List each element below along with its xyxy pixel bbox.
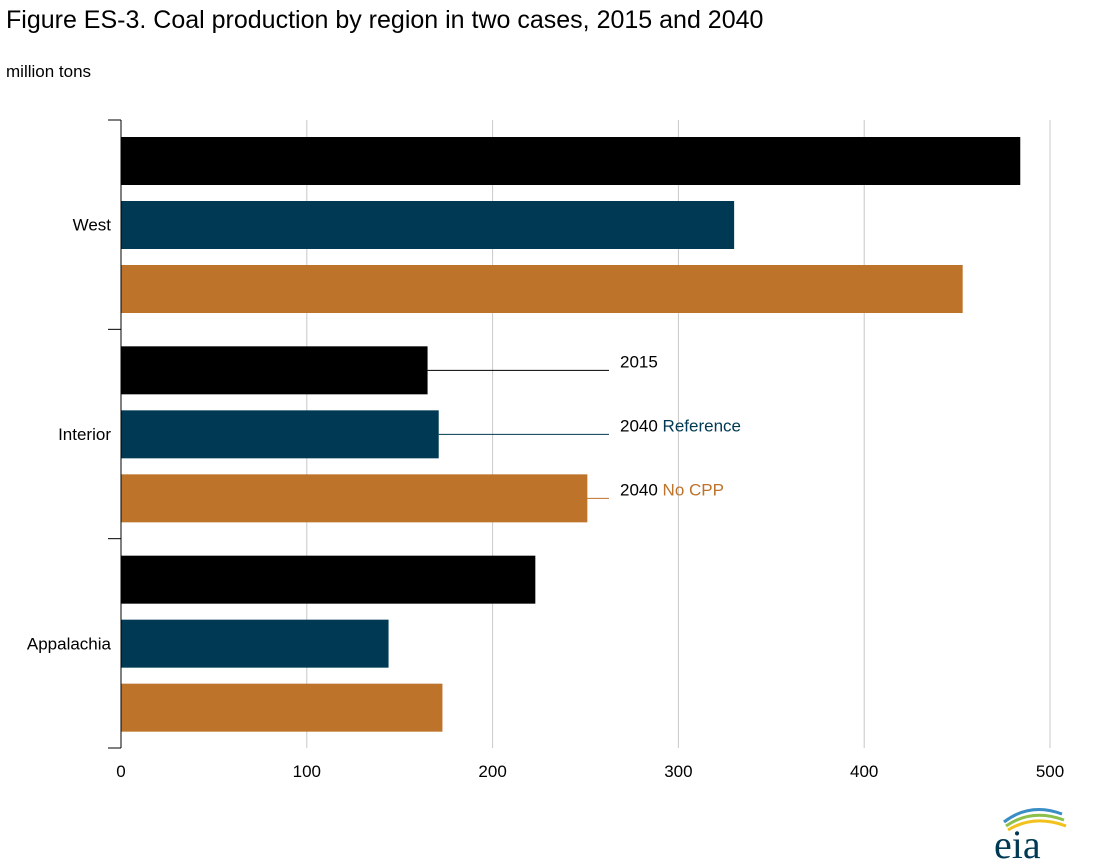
eia-logo: eia [994,808,1067,862]
bar-interior-2040-reference [121,410,439,459]
bar-interior-2040-no-cpp [121,474,588,523]
x-tick-label-400: 400 [850,762,878,781]
x-tick-label-300: 300 [664,762,692,781]
bar-appalachia-2040-no-cpp [121,683,443,732]
legend-case: Reference [658,416,741,435]
bar-west-2040-no-cpp [121,265,963,313]
legend-year: 2015 [620,352,658,371]
x-tick-label-200: 200 [478,762,506,781]
legend-label-1: 2040 Reference [620,416,741,435]
x-tick-label-0: 0 [116,762,125,781]
bar-west-2015 [121,137,1021,185]
category-labels: West Interior Appalachia [27,216,112,654]
legend-year: 2040 [620,480,658,499]
x-tick-label-500: 500 [1036,762,1064,781]
bar-appalachia-2015 [121,555,536,604]
bar-interior-2015 [121,346,428,395]
unit-label: million tons [6,62,92,81]
chart-title: Figure ES-3. Coal production by region i… [6,6,764,34]
category-label-west: West [73,216,112,235]
category-label-appalachia: Appalachia [27,634,112,653]
bar-west-2040-reference [121,201,735,249]
x-tick-label-100: 100 [293,762,321,781]
legend-year: 2040 [620,416,658,435]
legend-label-0: 2015 [620,352,658,371]
bar-appalachia-2040-reference [121,619,389,668]
legend-case: No CPP [658,480,724,499]
x-tick-labels: 0 100 200 300 400 500 [116,762,1064,781]
category-label-interior: Interior [58,425,111,444]
bars [121,137,1021,732]
y-axis [108,119,122,749]
logo-text: eia [994,822,1041,862]
legend-label-2: 2040 No CPP [620,480,724,499]
